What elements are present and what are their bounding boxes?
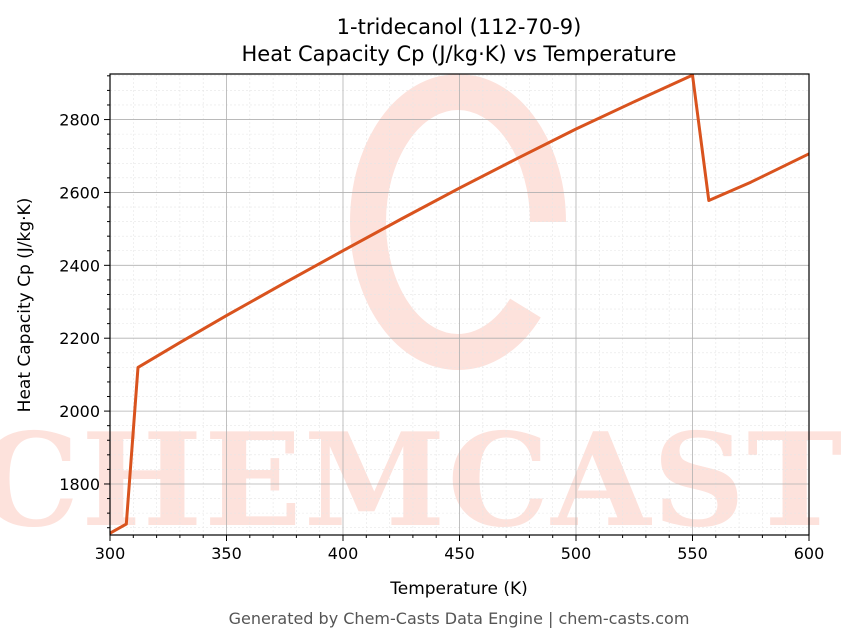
x-axis-label: Temperature (K) — [389, 579, 528, 599]
y-axis: 1800 2000 2200 2400 2600 2800 — [59, 75, 110, 529]
x-tick-label: 350 — [211, 544, 242, 563]
series-line — [109, 73, 810, 535]
x-axis: 300 350 400 450 500 550 600 — [95, 535, 825, 563]
chart-title: 1-tridecanol (112-70-9) — [337, 15, 582, 39]
y-tick-label: 2200 — [59, 329, 100, 348]
y-tick-label: 2600 — [59, 183, 100, 202]
chart-subtitle: Heat Capacity Cp (J/kg·K) vs Temperature — [242, 42, 677, 66]
x-tick-label: 300 — [95, 544, 126, 563]
x-tick-label: 500 — [561, 544, 592, 563]
footer-credit: Generated by Chem-Casts Data Engine | ch… — [229, 609, 690, 628]
y-tick-label: 2000 — [59, 402, 100, 421]
y-tick-label: 2800 — [59, 111, 100, 130]
watermark-text: CHEMCASTS — [0, 406, 843, 556]
y-axis-label: Heat Capacity Cp (J/kg·K) — [15, 198, 35, 413]
y-tick-label: 2400 — [59, 256, 100, 275]
watermark: CHEMCASTS — [0, 74, 843, 556]
x-tick-label: 600 — [794, 544, 825, 563]
x-tick-label: 400 — [328, 544, 359, 563]
y-tick-label: 1800 — [59, 475, 100, 494]
x-tick-label: 550 — [677, 544, 708, 563]
x-tick-label: 450 — [444, 544, 475, 563]
watermark-logo — [350, 74, 566, 370]
